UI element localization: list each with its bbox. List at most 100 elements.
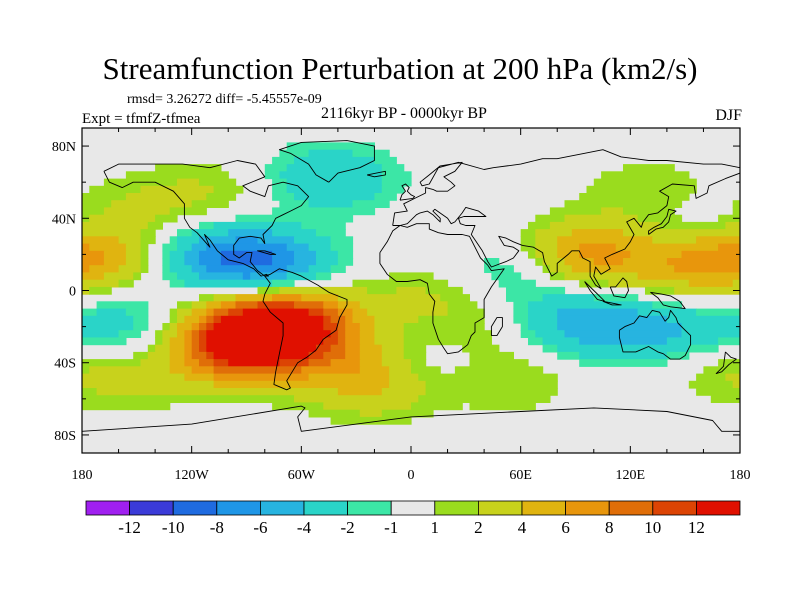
contour-cell	[82, 193, 127, 201]
contour-cell	[352, 200, 390, 208]
contour-cell	[506, 294, 544, 302]
contour-cell	[542, 265, 551, 273]
contour-cell	[579, 359, 668, 367]
contour-cell	[213, 315, 222, 324]
contour-cell	[330, 236, 354, 245]
contour-cell	[184, 351, 193, 360]
contour-cell	[381, 388, 427, 396]
contour-cell	[82, 323, 134, 331]
contour-cell	[403, 323, 485, 331]
contour-cell	[82, 265, 90, 273]
contour-cell	[345, 330, 361, 338]
contour-cell	[323, 351, 346, 360]
contour-cell	[279, 149, 310, 158]
contour-cell	[557, 243, 580, 252]
contour-cell	[111, 200, 193, 208]
contour-cell	[308, 409, 361, 418]
contour-cell	[82, 279, 120, 288]
contour-cell	[162, 330, 178, 338]
contour-cell	[191, 229, 229, 237]
contour-cell	[411, 366, 441, 375]
contour-cell	[118, 265, 142, 273]
contour-cell	[359, 337, 375, 346]
contour-cell	[352, 308, 368, 317]
contour-cell	[272, 156, 295, 165]
y-tick-label: 40N	[52, 212, 76, 227]
contour-cell	[220, 250, 273, 259]
colorbar-swatch	[216, 500, 261, 516]
contour-cell	[169, 250, 185, 259]
contour-cell	[177, 243, 193, 252]
contour-cell	[345, 315, 354, 324]
contour-cell	[623, 258, 668, 266]
contour-cell	[264, 171, 280, 180]
contour-cell	[133, 323, 149, 331]
colorbar: -12 -10 -8 -6 -4 -2 -1 1 2 4 6 8 10 12	[85, 500, 741, 537]
contour-cell	[191, 337, 200, 346]
contour-cell	[272, 294, 302, 302]
contour-cell	[82, 200, 112, 208]
contour-cell	[725, 221, 740, 230]
contour-cell	[213, 380, 390, 389]
contour-cell	[308, 373, 390, 382]
contour-cell	[125, 308, 149, 317]
contour-cell	[469, 351, 514, 360]
contour-cell	[82, 402, 171, 411]
contour-cell	[732, 200, 740, 208]
contour-cell	[330, 416, 412, 425]
contour-cell	[82, 250, 105, 259]
contour-cell	[213, 221, 302, 230]
contour-cell	[637, 272, 740, 281]
colorbar-label: 1	[431, 518, 440, 537]
contour-cell	[732, 207, 740, 216]
contour-cell	[359, 323, 375, 331]
contour-cell	[213, 323, 324, 331]
contour-cell	[118, 279, 134, 288]
contour-cell	[155, 164, 222, 172]
period-label: 2116kyr BP - 0000kyr BP	[321, 105, 487, 122]
contour-cell	[169, 337, 185, 346]
contour-cell	[228, 359, 280, 367]
contour-cell	[718, 214, 740, 223]
contour-cell	[294, 193, 375, 201]
contour-cell	[199, 258, 222, 266]
contour-cell	[710, 395, 740, 403]
contour-cell	[220, 315, 324, 324]
contour-cell	[206, 315, 215, 324]
colorbar-label: -2	[341, 518, 355, 537]
contour-cell	[235, 294, 273, 302]
x-tick-label: 180	[72, 468, 93, 483]
contour-cell	[337, 330, 346, 338]
contour-cell	[184, 344, 193, 353]
contour-cell	[389, 373, 419, 382]
contour-cell	[147, 351, 171, 360]
contour-cell	[411, 402, 463, 411]
contour-cell	[696, 388, 740, 396]
contour-cell	[169, 207, 207, 216]
contour-cell	[242, 272, 251, 281]
contour-cell	[294, 250, 317, 259]
contour-cell	[323, 402, 412, 411]
contour-cell	[82, 272, 105, 281]
contour-cell	[623, 207, 675, 216]
contour-cell	[528, 221, 551, 230]
contour-cell	[213, 185, 244, 194]
colorbar-label: 12	[688, 518, 705, 537]
contour-cell	[564, 258, 595, 266]
contour-cell	[571, 265, 675, 273]
contour-cell	[272, 229, 317, 237]
contour-cell	[359, 409, 383, 418]
contour-cell	[155, 337, 163, 346]
contour-cell	[294, 236, 332, 245]
contour-cell	[718, 243, 740, 252]
contour-cell	[242, 308, 310, 317]
contour-cell	[528, 301, 653, 310]
contour-cell	[637, 214, 683, 223]
contour-cell	[82, 221, 149, 230]
colorbar-swatch	[565, 500, 610, 516]
contour-cell	[220, 301, 237, 310]
contour-cell	[564, 214, 639, 223]
contour-cell	[272, 279, 295, 288]
contour-cell	[184, 279, 273, 288]
contour-cell	[528, 250, 536, 259]
